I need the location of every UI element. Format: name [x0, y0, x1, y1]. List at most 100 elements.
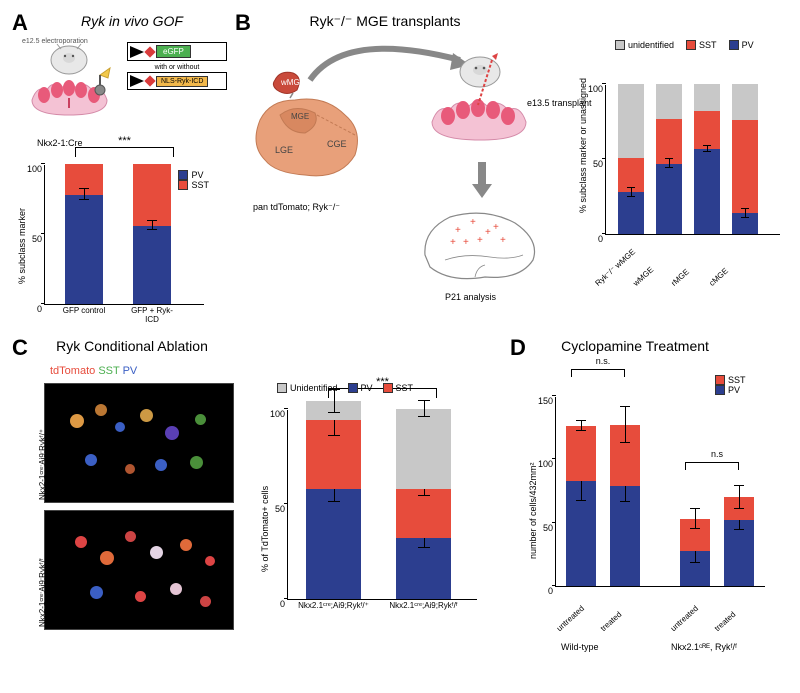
micro-label-het: Nkx2-1ᶜʳᵉ;Ai9;Rykᶠ/⁺	[38, 429, 47, 500]
micrograph-het	[44, 383, 234, 503]
panel-c-title: Ryk Conditional Ablation	[42, 338, 222, 354]
down-arrow-icon	[470, 160, 494, 200]
legend-text: PV	[361, 383, 373, 393]
legend-swatch	[383, 383, 393, 393]
cell-dot	[155, 459, 167, 471]
p21-label: P21 analysis	[445, 292, 496, 302]
title-post: GOF	[149, 13, 183, 29]
legend-pv: PV	[729, 40, 754, 50]
svg-text:MGE: MGE	[291, 112, 309, 121]
svg-text:+: +	[485, 227, 491, 238]
plasmid-or-label: with or without	[127, 64, 227, 71]
legend-text: PV	[728, 385, 740, 395]
chart-c-legend: Unidentified PV SST	[277, 383, 413, 393]
svg-text:+: +	[463, 237, 469, 248]
ch-pv: PV	[123, 365, 138, 377]
legend-text: Unidentified	[290, 383, 338, 393]
chart-a: 050100% subclass markerGFP controlGFP + …	[44, 165, 204, 305]
svg-text:+: +	[493, 222, 499, 233]
svg-text:+: +	[455, 225, 461, 236]
panel-b-letter: B	[235, 10, 251, 36]
legend-text: unidentified	[628, 40, 674, 50]
cell-dot	[90, 586, 103, 599]
cell-dot	[165, 426, 179, 440]
cell-dot	[125, 464, 135, 474]
cell-dot	[95, 404, 107, 416]
cell-dot	[195, 414, 206, 425]
legend-sst: SST	[715, 375, 746, 385]
plasmid-icd: NLS-Ryk-ICD	[127, 72, 227, 90]
svg-text:+: +	[450, 237, 456, 248]
chart-d-legend: SST PV	[715, 375, 746, 395]
p21-brain-diagram: +++ +++ ++	[415, 205, 545, 290]
panel-a-title: Ryk in vivo GOF	[42, 13, 222, 29]
recipient-embryo-diagram	[420, 50, 540, 160]
ch-td: tdTomato	[50, 365, 95, 377]
cell-dot	[205, 556, 215, 566]
promoter-arrow-icon	[130, 46, 144, 58]
svg-text:+: +	[477, 235, 483, 246]
cell-dot	[140, 409, 153, 422]
legend-text: SST	[728, 375, 746, 385]
cell-dot	[75, 536, 87, 548]
panel-a: A Ryk in vivo GOF e12.5 electroporation …	[12, 10, 222, 320]
micrograph-ko	[44, 510, 234, 630]
panel-c: C Ryk Conditional Ablation tdTomato SST …	[12, 335, 492, 680]
legend-pv: PV	[348, 383, 373, 393]
cell-dot	[70, 414, 84, 428]
panel-d-title: Cyclopamine Treatment	[530, 338, 740, 354]
svg-text:+: +	[470, 217, 476, 228]
chart-c: 050100% of TdTomato+ cellsNkx2.1ᶜʳᵉ;Ai9;…	[287, 410, 477, 600]
panel-b: B Ryk⁻/⁻ MGE transplants wMGE MGE LGE CG…	[235, 10, 790, 320]
legend-swatch	[348, 383, 358, 393]
promoter-arrow-icon	[130, 75, 144, 87]
chart-b: 050100% subclass marker or unassignedRyk…	[605, 85, 780, 235]
cell-dot	[180, 539, 192, 551]
title-it: in vivo	[109, 13, 149, 29]
cell-dot	[170, 583, 182, 595]
legend-swatch	[715, 385, 725, 395]
legend-swatch	[729, 40, 739, 50]
gfp-label: eGFP	[156, 45, 191, 58]
cell-dot	[125, 531, 136, 542]
chart-b-legend: unidentified SST PV	[615, 40, 785, 50]
icd-label: NLS-Ryk-ICD	[156, 76, 208, 87]
legend-pv: PV	[715, 385, 746, 395]
loxp-icon	[144, 75, 155, 86]
cell-dot	[150, 546, 163, 559]
legend-unid: Unidentified	[277, 383, 338, 393]
svg-text:CGE: CGE	[327, 139, 347, 149]
ch-sst: SST	[98, 365, 119, 377]
panel-a-letter: A	[12, 10, 28, 36]
legend-swatch	[715, 375, 725, 385]
svg-text:+: +	[500, 235, 506, 246]
cell-dot	[100, 551, 114, 565]
title-pre: Ryk	[81, 13, 109, 29]
legend-text: PV	[742, 40, 754, 50]
panel-d: D Cyclopamine Treatment 050100150number …	[510, 335, 790, 680]
channel-labels: tdTomato SST PV	[50, 365, 137, 377]
cell-dot	[85, 454, 97, 466]
legend-swatch	[686, 40, 696, 50]
legend-sst: SST	[383, 383, 414, 393]
panel-c-letter: C	[12, 335, 28, 361]
micro-label-ko: Nkx2-1ᶜʳᵉ;Ai9;Rykᶠ/ᶠ	[38, 558, 47, 627]
panel-d-letter: D	[510, 335, 526, 361]
legend-swatch	[615, 40, 625, 50]
cell-dot	[200, 596, 211, 607]
plasmid-gfp: eGFP	[127, 42, 227, 61]
legend-sst: SST	[686, 40, 717, 50]
legend-swatch	[277, 383, 287, 393]
pan-label: pan tdTomato; Ryk⁻/⁻	[253, 202, 340, 213]
cell-dot	[135, 591, 146, 602]
legend-unidentified: unidentified	[615, 40, 674, 50]
plasmid-diagram: eGFP with or without NLS-Ryk-ICD	[127, 42, 227, 93]
legend-text: SST	[396, 383, 414, 393]
chart-d: 050100150number of cells/432mm²untreated…	[555, 397, 765, 587]
cell-dot	[190, 456, 203, 469]
loxp-icon	[144, 46, 155, 57]
cell-dot	[115, 422, 125, 432]
legend-text: SST	[699, 40, 717, 50]
embryo-diagram	[22, 40, 117, 130]
svg-text:LGE: LGE	[275, 145, 293, 155]
